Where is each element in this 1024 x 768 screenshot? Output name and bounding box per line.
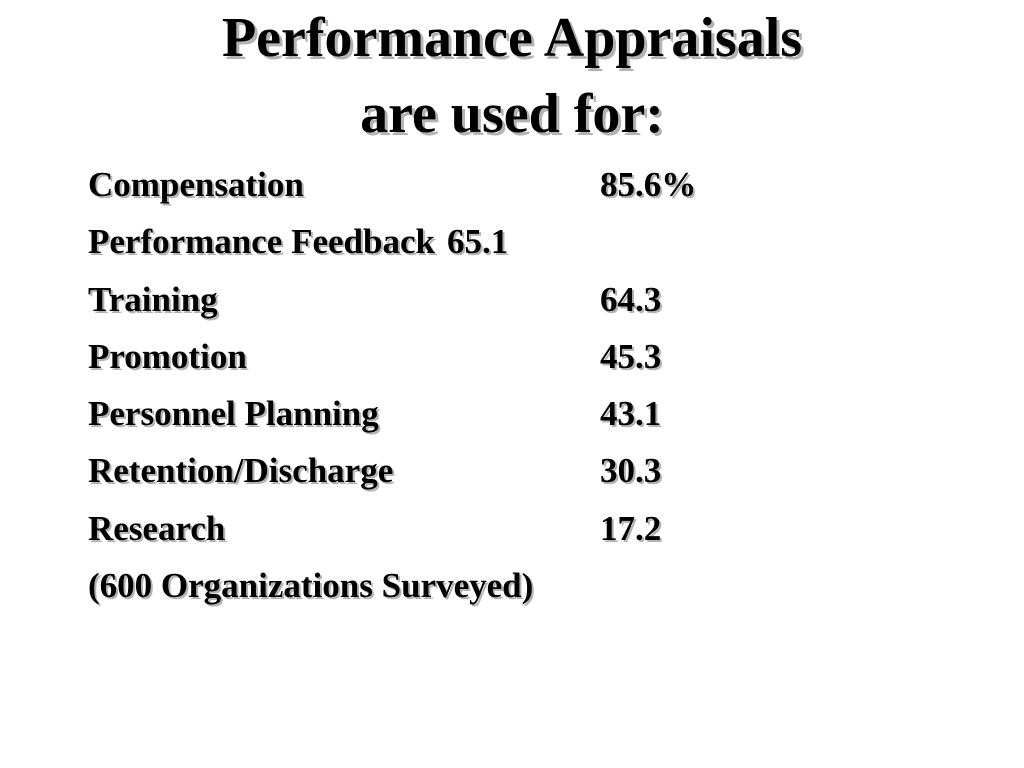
row-label: Training xyxy=(88,279,218,319)
list-item-training: Training 64.3 xyxy=(88,275,968,332)
slide-title-line-1: Performance Appraisals xyxy=(221,7,803,69)
row-label: Promotion xyxy=(88,336,247,376)
row-value: 45.3 xyxy=(600,336,662,376)
row-label: Performance Feedback xyxy=(88,222,435,262)
row-value: 65.1 xyxy=(446,222,509,262)
slide-title: Performance Appraisals are used for: xyxy=(0,0,1024,152)
row-value: 30.3 xyxy=(600,451,662,491)
list-item-promotion: Promotion 45.3 xyxy=(88,332,968,389)
row-label: Personnel Planning xyxy=(88,394,379,434)
list-item-research: Research 17.2 xyxy=(88,504,968,561)
row-label: Retention/Discharge xyxy=(88,451,394,491)
list-item-compensation: Compensation 85.6% xyxy=(88,160,968,217)
row-label: Compensation xyxy=(88,165,304,204)
survey-footnote: (600 Organizations Surveyed) xyxy=(88,566,534,606)
list-item-personnel-planning: Personnel Planning 43.1 xyxy=(88,389,968,446)
appraisal-usage-list: Compensation 85.6% Performance Feedback … xyxy=(88,160,968,618)
row-value: 85.6% xyxy=(600,165,697,204)
slide-title-line-2: are used for: xyxy=(360,83,664,145)
row-label: Research xyxy=(88,508,226,548)
list-item-performance-feedback: Performance Feedback 65.1 xyxy=(88,217,968,274)
row-value: 17.2 xyxy=(600,508,662,548)
row-value: 43.1 xyxy=(600,394,662,434)
row-value: 64.3 xyxy=(600,279,662,319)
list-item-retention-discharge: Retention/Discharge 30.3 xyxy=(88,446,968,503)
